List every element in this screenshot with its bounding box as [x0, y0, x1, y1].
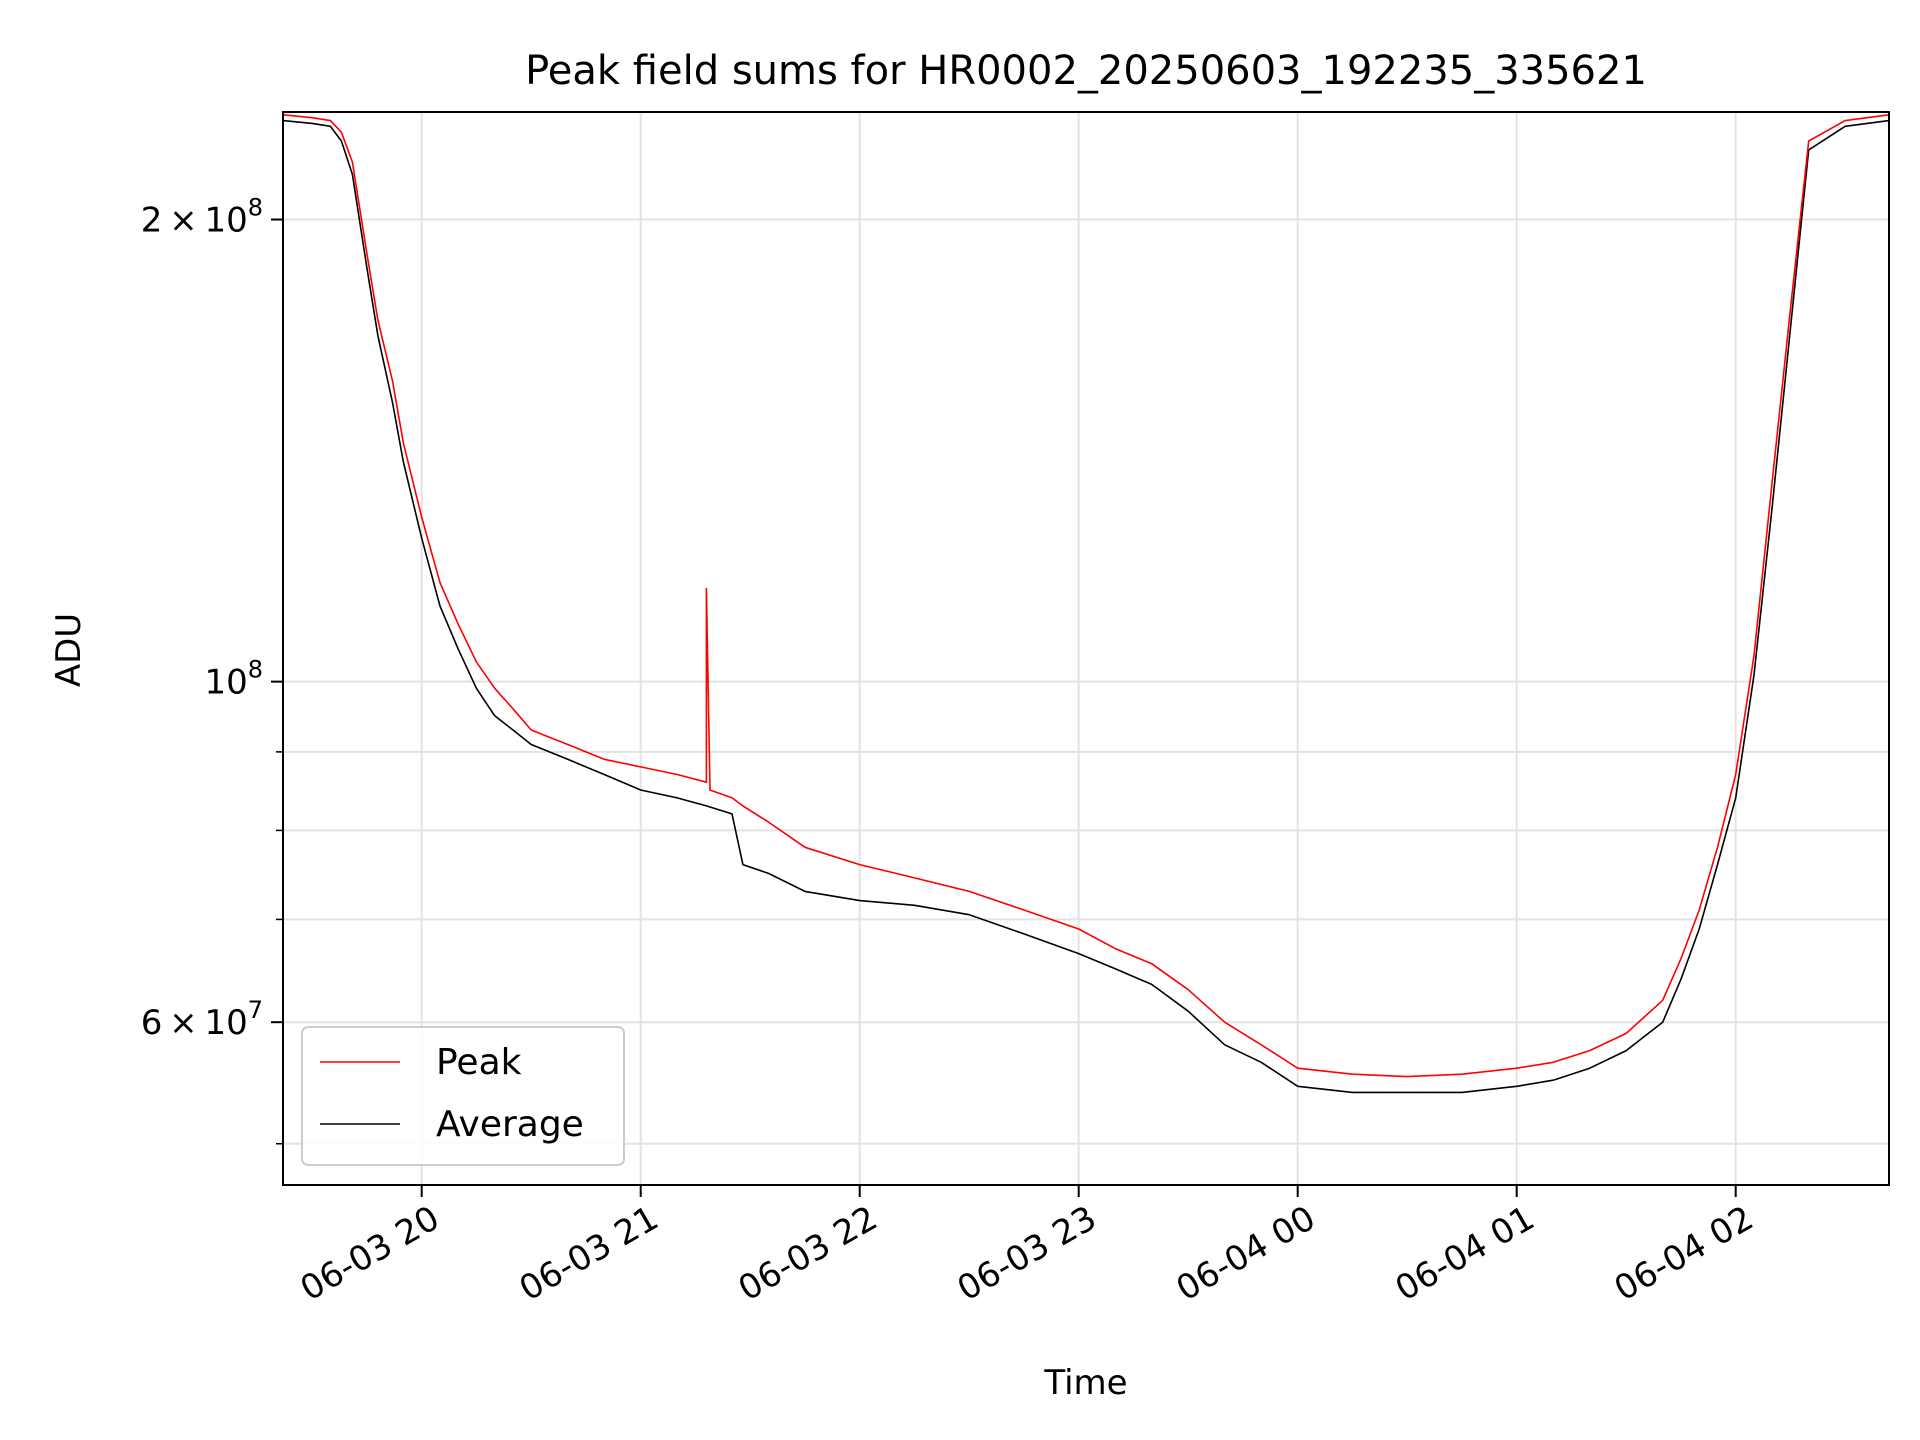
x-tick-label: 06-03 22: [732, 1198, 884, 1309]
x-tick-label: 06-04 01: [1389, 1198, 1541, 1309]
x-tick-label: 06-03 21: [513, 1198, 665, 1309]
x-tick-label: 06-03 23: [951, 1198, 1103, 1309]
series-line-peak: [283, 114, 1889, 1078]
y-axis: 2 × 108 108 6 × 107: [141, 194, 283, 1145]
grid: [283, 112, 1889, 1185]
x-tick-label: 06-04 02: [1608, 1198, 1760, 1309]
plot-series: [283, 114, 1889, 1094]
x-tick-label: 06-04 00: [1170, 1198, 1322, 1309]
series-line-average: [283, 119, 1889, 1094]
x-axis-label: Time: [1043, 1363, 1127, 1403]
legend-average-label: Average: [436, 1104, 584, 1145]
legend-peak-label: Peak: [436, 1042, 522, 1083]
y-tick-label: 6 × 107: [141, 996, 263, 1043]
y-tick-label: 2 × 108: [141, 194, 263, 241]
legend: Peak Average: [301, 1026, 625, 1166]
plot-frame: [282, 111, 1890, 1186]
x-tick-label: 06-03 20: [294, 1198, 446, 1309]
y-tick-label: 108: [204, 656, 263, 703]
y-axis-label: ADU: [49, 613, 89, 687]
chart-title: Peak field sums for HR0002_20250603_1922…: [525, 48, 1647, 94]
x-axis: 06-03 20 06-03 21 06-03 22 06-03 23 06-04 00…: [294, 1185, 1760, 1309]
